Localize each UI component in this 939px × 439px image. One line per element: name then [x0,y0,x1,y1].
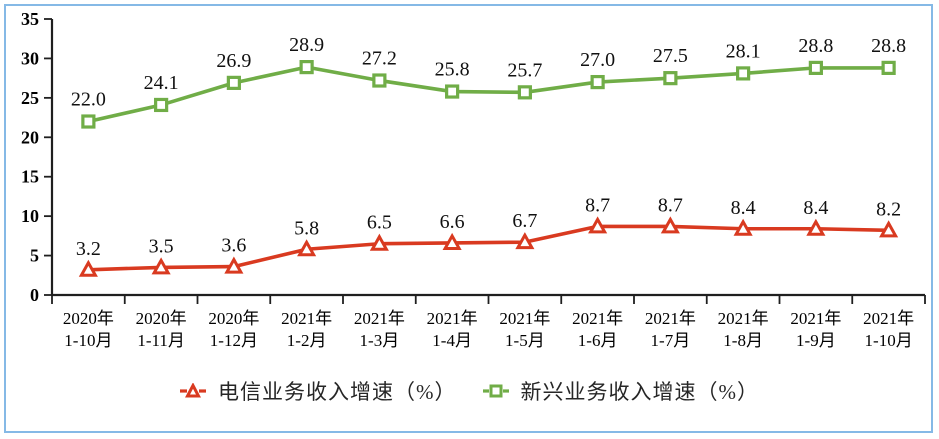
data-value-label: 25.7 [507,59,542,81]
y-tick-label: 25 [21,88,39,108]
y-tick-label: 0 [30,285,39,305]
data-point-marker [515,232,535,250]
x-category-label: 2020年 1-12月 [208,309,259,350]
data-point-marker [879,220,899,238]
data-point-marker [590,74,605,90]
data-value-label: 6.7 [512,210,537,232]
data-point-marker [660,216,680,234]
data-value-label: 3.5 [149,235,174,257]
x-category-label: 2021年 1-8月 [718,309,769,350]
data-point-marker [297,239,317,257]
legend-item-emerging: 新兴业务收入增速（%） [482,376,760,406]
telecom-triangle-marker-icon [180,383,206,398]
data-value-label: 25.8 [435,59,470,81]
data-point-marker [808,60,823,75]
data-value-label: 6.5 [367,212,392,234]
data-point-marker [517,85,532,100]
x-category-label: 2020年 1-10月 [63,309,114,350]
data-value-label: 8.4 [803,197,828,219]
emerging-square-marker-icon [482,384,509,398]
data-value-label: 26.9 [216,50,251,72]
data-point-marker [881,60,896,75]
data-point-marker [369,233,389,251]
data-value-label: 8.2 [876,198,901,220]
x-category-label: 2021年 1-4月 [427,309,478,350]
data-point-marker [154,97,169,113]
data-value-label: 28.9 [289,34,324,56]
data-point-marker [588,216,608,234]
legend-label-telecom: 电信业务收入增速（%） [218,380,457,404]
y-tick-label: 15 [21,167,39,187]
data-value-label: 8.7 [658,194,683,216]
data-value-label: 27.5 [653,45,688,67]
data-point-marker [736,66,751,81]
x-category-label: 2021年 1-6月 [572,309,623,350]
telecom-series-line [88,224,889,272]
legend: 电信业务收入增速（%） 新兴业务收入增速（%） [0,374,939,408]
x-category-label: 2021年 1-9月 [790,309,841,350]
y-tick-label: 20 [21,127,39,147]
y-tick-label: 30 [21,48,39,68]
data-point-marker [151,257,171,275]
data-value-label: 8.7 [585,194,610,216]
data-value-label: 28.8 [798,35,833,57]
x-category-label: 2021年 1-2月 [281,309,332,350]
x-category-label: 2021年 1-10月 [863,309,914,350]
data-point-marker [445,84,460,99]
data-point-marker [663,71,678,86]
data-point-marker [224,256,244,274]
data-value-label: 8.4 [731,197,756,219]
legend-label-emerging: 新兴业务收入增速（%） [520,380,759,404]
emerging-series-line [87,65,889,124]
data-point-marker [372,73,387,88]
data-point-marker [299,60,314,75]
data-value-label: 27.0 [580,49,615,71]
x-category-label: 2021年 1-3月 [354,309,405,350]
data-value-label: 24.1 [144,72,179,94]
data-point-marker [806,218,826,236]
x-category-label: 2021年 1-7月 [645,309,696,350]
data-value-label: 6.6 [440,211,465,233]
data-value-label: 28.1 [726,40,761,62]
legend-item-telecom: 电信业务收入增速（%） [180,376,457,406]
data-point-marker [81,114,96,129]
data-value-label: 27.2 [362,48,397,70]
data-point-marker [442,232,462,250]
data-point-marker [733,218,753,236]
y-tick-label: 10 [21,206,39,226]
x-category-label: 2021年 1-5月 [499,309,550,350]
data-value-label: 28.8 [871,35,906,57]
data-point-marker [78,259,98,277]
data-point-marker [226,75,241,90]
data-value-label: 3.6 [221,235,246,257]
data-value-label: 3.2 [76,238,101,260]
x-category-label: 2020年 1-11月 [136,309,187,350]
data-value-label: 5.8 [294,217,319,239]
chart-frame [4,4,933,433]
data-value-label: 22.0 [71,89,106,111]
y-tick-label: 5 [30,246,39,266]
y-tick-label: 35 [21,9,39,29]
